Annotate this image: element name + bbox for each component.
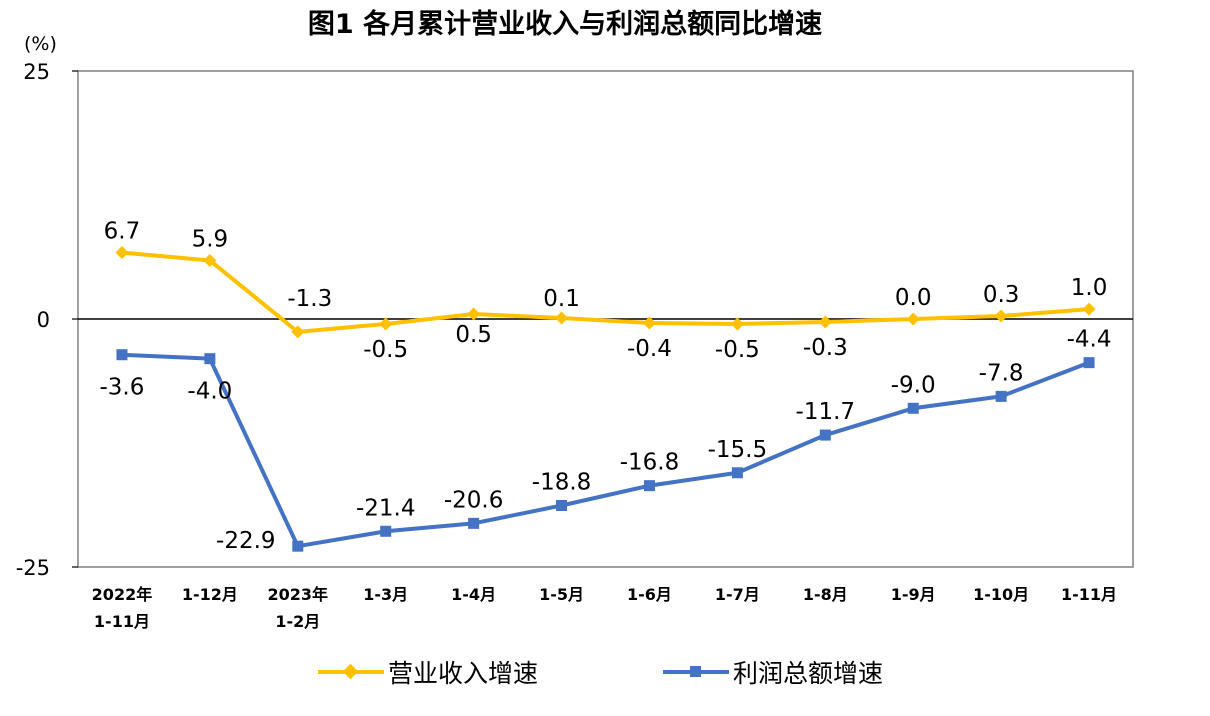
- data-point-square: [819, 429, 831, 441]
- legend-label: 营业收入增速: [388, 659, 539, 688]
- data-label-revenue: 6.7: [104, 219, 141, 245]
- data-label-revenue: -0.4: [627, 336, 672, 362]
- data-label-profit: -3.6: [100, 375, 145, 401]
- data-label-revenue: 1.0: [1071, 275, 1108, 301]
- chart-legend: 营业收入增速 利润总额增速: [0, 650, 1210, 700]
- data-label-revenue: -0.5: [363, 337, 408, 363]
- data-point-diamond: [115, 246, 129, 260]
- y-tick-label: -25: [16, 556, 50, 580]
- data-label-profit: -4.0: [187, 379, 232, 405]
- data-label-revenue: 0.1: [543, 286, 580, 312]
- series-line-0: [121, 250, 1090, 334]
- data-label-profit: -11.7: [796, 399, 856, 425]
- data-point-square: [643, 480, 655, 492]
- data-point-diamond: [379, 317, 393, 331]
- x-tick-label: 1-5月: [539, 585, 584, 604]
- data-point-square: [380, 525, 392, 537]
- data-label-profit: -18.8: [532, 469, 592, 495]
- x-tick-label: 1-10月: [973, 585, 1029, 604]
- data-point-diamond: [203, 253, 217, 267]
- data-label-profit: -15.5: [708, 437, 768, 463]
- legend-label: 利润总额增速: [733, 659, 884, 688]
- data-label-profit: -7.8: [979, 360, 1024, 386]
- series-line-1: [121, 352, 1090, 549]
- data-label-revenue: -0.5: [715, 337, 760, 363]
- data-point-diamond: [818, 315, 832, 329]
- x-tick-label: 2022年: [92, 585, 153, 604]
- x-tick-label: 1-3月: [363, 585, 408, 604]
- x-tick-label: 1-4月: [451, 585, 496, 604]
- x-tick-label: 1-9月: [891, 585, 936, 604]
- data-point-diamond: [555, 311, 569, 325]
- data-label-revenue: 0.5: [455, 322, 492, 348]
- legend-swatch: [318, 657, 384, 687]
- data-label-profit: -9.0: [891, 372, 936, 398]
- data-point-diamond: [291, 325, 305, 339]
- data-point-square: [731, 467, 743, 479]
- data-point-square: [292, 540, 304, 552]
- data-point-diamond: [1082, 302, 1096, 316]
- x-tick-label: 1-8月: [803, 585, 848, 604]
- legend-item: 利润总额增速: [663, 650, 883, 694]
- x-tick-label: 1-2月: [275, 612, 320, 631]
- data-label-profit: -4.4: [1067, 327, 1112, 353]
- x-tick-label: 1-7月: [715, 585, 760, 604]
- chart-title: 图1 各月累计营业收入与利润总额同比增速: [307, 9, 823, 40]
- data-label-profit: -22.9: [216, 528, 276, 554]
- x-tick-label: 1-6月: [627, 585, 672, 604]
- data-label-revenue: 0.3: [983, 282, 1020, 308]
- data-label-profit: -16.8: [620, 450, 680, 476]
- data-point-square: [907, 402, 919, 414]
- data-point-diamond: [906, 312, 920, 326]
- y-tick-label: 25: [23, 60, 50, 84]
- y-tick-label: 0: [37, 308, 50, 332]
- x-tick-label: 2023年: [268, 585, 329, 604]
- data-label-revenue: -1.3: [287, 286, 332, 312]
- data-point-square: [995, 390, 1007, 402]
- data-point-diamond: [994, 309, 1008, 323]
- line-chart: -25 0 25 (%) 2022年 1-11月 1-12月 2023年 1-2月 1-3月 1-4…: [16, 33, 1134, 631]
- data-point-square: [1083, 357, 1095, 369]
- x-tick-label: 1-12月: [182, 585, 238, 604]
- data-point-diamond: [642, 316, 656, 330]
- data-label-revenue: -0.3: [803, 335, 848, 361]
- data-point-diamond: [467, 307, 481, 321]
- x-tick-label: 1-11月: [1061, 585, 1117, 604]
- data-label-profit: -20.6: [444, 487, 504, 513]
- legend-item: 营业收入增速: [318, 650, 538, 694]
- x-tick-label: 1-11月: [94, 612, 150, 631]
- data-label-revenue: 5.9: [192, 226, 229, 252]
- data-label-revenue: 0.0: [895, 285, 932, 311]
- data-point-square: [468, 517, 480, 529]
- data-point-square: [116, 349, 128, 361]
- data-point-square: [556, 499, 568, 511]
- data-point-diamond: [730, 317, 744, 331]
- y-axis-unit-label: (%): [24, 33, 57, 55]
- data-point-square: [204, 353, 216, 365]
- legend-swatch: [663, 657, 729, 687]
- data-label-profit: -21.4: [356, 495, 416, 521]
